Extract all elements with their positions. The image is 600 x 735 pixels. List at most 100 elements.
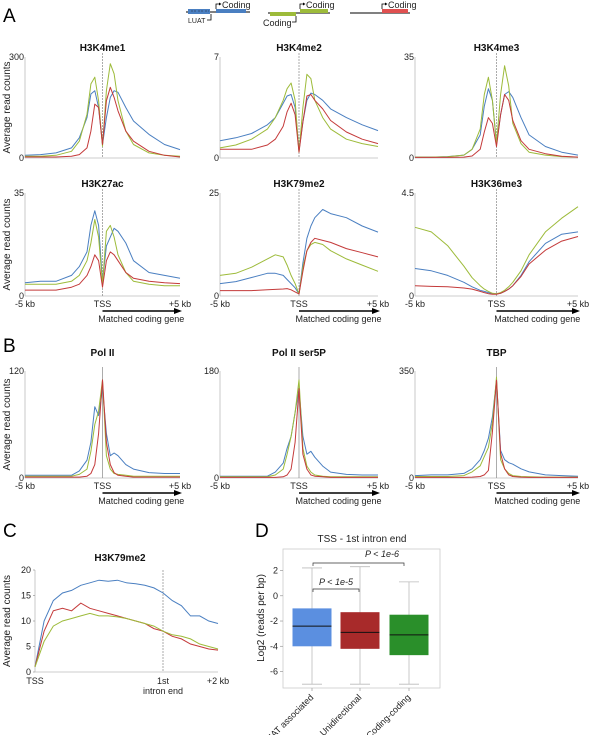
y-tick-label: -2 xyxy=(270,616,278,626)
y-tick-label: 0 xyxy=(273,591,278,601)
y-tick-label: 0 xyxy=(214,153,219,163)
y-axis-label: Average read counts xyxy=(2,575,13,667)
x-tick-label: +5 kb xyxy=(169,299,191,309)
y-tick-label: 10 xyxy=(21,616,31,626)
x-tick-label: TSS xyxy=(94,481,112,491)
x-tick-label: -5 kb xyxy=(405,481,425,491)
x-tick-label: TSS xyxy=(290,481,308,491)
series-line-1 xyxy=(34,602,219,668)
y-tick-label: 0 xyxy=(26,667,31,677)
y-axis-label: Average read counts xyxy=(2,198,13,290)
plot-title: Pol II ser5P xyxy=(272,348,326,359)
iqr-box xyxy=(340,612,380,649)
profile-plot-pol-ii-ser5p: Pol II ser5P 180 0-5 kb TSS +5 kb Matched cod… xyxy=(204,348,389,506)
x-tick-label: TSS xyxy=(26,676,44,686)
coding-label: Coding xyxy=(388,0,417,10)
panel-c-plot: H3K79me2 20 15 10 5 0 Average read counts TSS 1s… xyxy=(2,553,229,696)
x-tick-label: Unidirectional xyxy=(318,692,364,735)
x-tick-label: +5 kb xyxy=(169,481,191,491)
series-line-2 xyxy=(414,236,579,295)
arrow-head-icon xyxy=(372,308,380,314)
y-tick-label: 35 xyxy=(14,188,24,198)
series-line-1 xyxy=(415,376,578,478)
y-tick-label: -6 xyxy=(270,667,278,677)
y-tick-label: 25 xyxy=(209,188,219,198)
y-tick-label: 0 xyxy=(19,153,24,163)
x-tick-label: +5 kb xyxy=(567,481,589,491)
x-tick-label: TSS xyxy=(488,299,506,309)
plot-title: H3K4me2 xyxy=(276,43,322,54)
luat-bar xyxy=(188,9,210,14)
y-tick-label: 0 xyxy=(19,473,24,483)
y-axis-label: Average read counts xyxy=(2,378,13,470)
arrow-head-icon xyxy=(174,308,182,314)
plot-title: H3K79me2 xyxy=(94,553,146,564)
plot-title: TBP xyxy=(487,348,507,359)
series-line-2 xyxy=(25,86,181,158)
panel-label-c: C xyxy=(3,521,17,542)
panel-label-a: A xyxy=(3,6,16,27)
y-tick-label: 350 xyxy=(399,366,414,376)
y-tick-label: 0 xyxy=(214,473,219,483)
profile-plot-h3k4me3: H3K4me3 35 0 xyxy=(404,43,579,163)
arrow-head-icon xyxy=(174,490,182,496)
y-tick-label: 0 xyxy=(409,473,414,483)
x-tick-label: -5 kb xyxy=(210,299,230,309)
y-tick-label: 0 xyxy=(214,291,219,301)
y-tick-label: 0 xyxy=(409,153,414,163)
series-line-1 xyxy=(25,63,181,157)
tss-arrow-icon xyxy=(215,3,220,9)
x-tick-label: LUAT associated xyxy=(260,692,315,735)
y-axis-label: Average read counts xyxy=(2,61,13,153)
profile-plot-h3k4me1: H3K4me1 300 0 Average read counts xyxy=(2,43,181,163)
y-tick-label: 0 xyxy=(19,291,24,301)
x-tick-label: -5 kb xyxy=(405,299,425,309)
p-value-label: P < 1e-5 xyxy=(319,577,354,587)
y-tick-label: 120 xyxy=(9,366,24,376)
y-tick-label: 5 xyxy=(26,642,31,652)
y-tick-label: 2 xyxy=(273,565,278,575)
gene-schematic-legend: LUAT Coding Coding Coding Coding xyxy=(186,0,417,28)
plot-title: H3K27ac xyxy=(81,179,124,190)
coding-bar-green-left xyxy=(270,12,296,16)
x-axis-label: Matched coding gene xyxy=(295,496,381,506)
y-tick-label: 4.5 xyxy=(401,188,414,198)
arrow-head-icon xyxy=(372,490,380,496)
x-axis-label: Matched coding gene xyxy=(98,314,184,324)
box-2: Coding-coding xyxy=(364,581,429,735)
x-tick-label: intron end xyxy=(143,686,183,696)
profile-plot-h3k36me3: H3K36me3 4.5 0-5 kb TSS +5 kb Matched coding … xyxy=(401,179,589,324)
y-tick-label: 300 xyxy=(9,52,24,62)
plot-title: H3K4me1 xyxy=(80,43,126,54)
y-tick-label: 35 xyxy=(404,52,414,62)
x-tick-label: +5 kb xyxy=(367,481,389,491)
coding-bar-red xyxy=(382,9,408,13)
series-line-2 xyxy=(34,612,219,668)
coding-label: Coding xyxy=(306,0,335,10)
plot-title: H3K36me3 xyxy=(471,179,523,190)
coding-bar-green-right xyxy=(300,9,328,13)
box-0: LUAT associated xyxy=(260,567,332,735)
profile-plot-h3k4me2: H3K4me2 7 0 xyxy=(214,43,379,163)
plot-title: TSS - 1st intron end xyxy=(318,534,407,545)
series-line-0 xyxy=(34,579,219,667)
p-value-label: P < 1e-6 xyxy=(365,549,399,559)
significance-bracket xyxy=(312,588,360,592)
y-tick-label: 0 xyxy=(409,291,414,301)
panel-label-b: B xyxy=(3,336,16,357)
series-line-2 xyxy=(220,388,378,478)
plot-frame xyxy=(282,548,441,689)
x-tick-label: -5 kb xyxy=(15,481,35,491)
y-axis-label: Log2 (reads per bp) xyxy=(256,574,267,662)
x-axis-label: Matched coding gene xyxy=(494,496,580,506)
plot-title: H3K79me2 xyxy=(273,179,325,190)
box-1: Unidirectional xyxy=(318,566,380,735)
panel-label-d: D xyxy=(255,521,269,542)
luat-arrow-icon xyxy=(207,14,212,21)
x-axis-label: Matched coding gene xyxy=(98,496,184,506)
y-tick-label: 15 xyxy=(21,591,31,601)
coding-bar-blue xyxy=(216,9,246,13)
arrow-head-icon xyxy=(572,308,580,314)
